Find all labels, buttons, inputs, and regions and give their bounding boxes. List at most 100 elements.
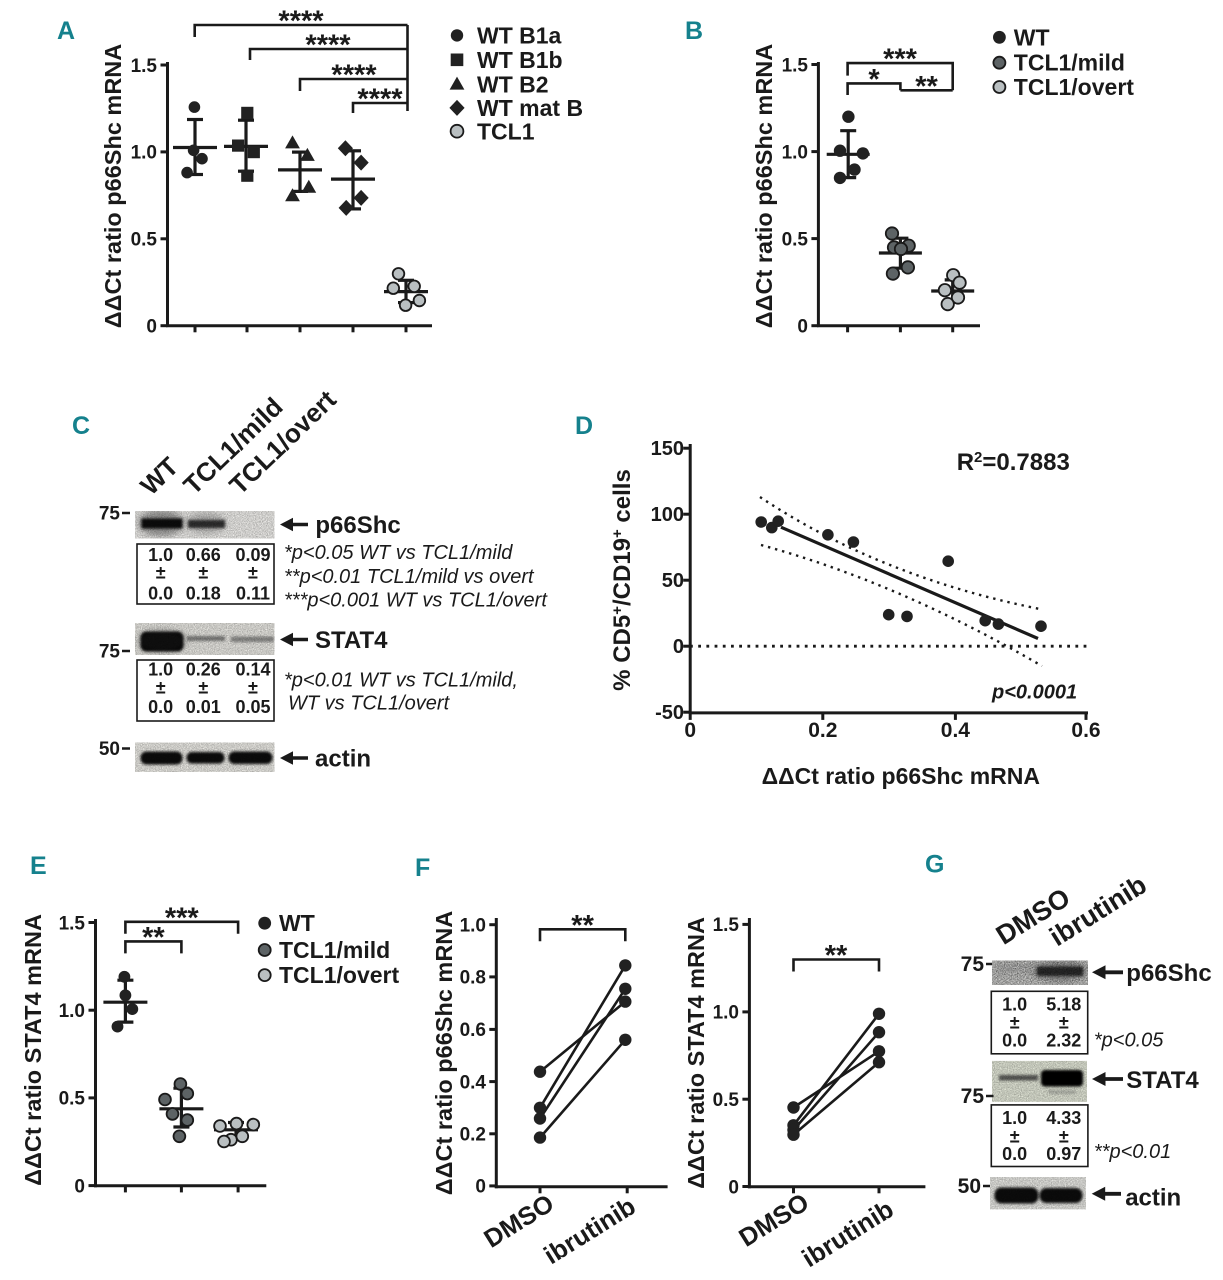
svg-text:75: 75 bbox=[961, 1085, 985, 1108]
svg-text:0.5: 0.5 bbox=[713, 1090, 740, 1111]
svg-text:ΔΔCt ratio p66Shc mRNA: ΔΔCt ratio p66Shc mRNA bbox=[762, 763, 1040, 789]
svg-text:TCL1/overt: TCL1/overt bbox=[279, 962, 399, 988]
svg-text:100: 100 bbox=[651, 504, 684, 526]
svg-text:50: 50 bbox=[99, 739, 120, 760]
svg-text:1.0: 1.0 bbox=[782, 142, 808, 163]
svg-text:% CD5+/CD19+ cells: % CD5+/CD19+ cells bbox=[609, 469, 636, 691]
svg-text:0.0: 0.0 bbox=[1002, 1030, 1027, 1050]
svg-text:0: 0 bbox=[728, 1177, 739, 1198]
svg-text:****: **** bbox=[357, 84, 403, 116]
svg-text:A: A bbox=[57, 17, 75, 45]
svg-text:0.6: 0.6 bbox=[1071, 719, 1100, 742]
svg-text:1.0: 1.0 bbox=[148, 545, 173, 565]
svg-text:0: 0 bbox=[74, 1176, 85, 1197]
svg-text:**: ** bbox=[915, 71, 938, 103]
svg-text:WT mat B: WT mat B bbox=[477, 95, 583, 121]
svg-text:0.0: 0.0 bbox=[148, 584, 173, 604]
svg-text:**p<0.01: **p<0.01 bbox=[1094, 1141, 1171, 1163]
svg-text:0.5: 0.5 bbox=[59, 1089, 86, 1110]
svg-text:WT: WT bbox=[1014, 24, 1050, 50]
svg-text:1.0: 1.0 bbox=[1002, 1108, 1027, 1128]
svg-text:**: ** bbox=[571, 910, 594, 942]
svg-text:±: ± bbox=[198, 678, 208, 698]
svg-text:0: 0 bbox=[797, 317, 808, 338]
svg-text:-50: -50 bbox=[655, 702, 684, 724]
svg-text:D: D bbox=[575, 412, 593, 440]
svg-text:0.66: 0.66 bbox=[186, 545, 221, 565]
svg-text:TCL1: TCL1 bbox=[477, 118, 535, 144]
svg-text:1.5: 1.5 bbox=[59, 913, 86, 934]
svg-text:WT B1a: WT B1a bbox=[477, 23, 562, 49]
svg-text:***: *** bbox=[883, 44, 918, 76]
svg-text:0.26: 0.26 bbox=[186, 660, 221, 680]
svg-text:*p<0.05: *p<0.05 bbox=[1094, 1030, 1164, 1052]
svg-text:0.14: 0.14 bbox=[235, 660, 270, 680]
svg-text:50: 50 bbox=[662, 570, 684, 592]
svg-text:0.05: 0.05 bbox=[235, 697, 270, 717]
svg-text:1.0: 1.0 bbox=[1002, 994, 1027, 1014]
svg-text:actin: actin bbox=[1125, 1185, 1181, 1212]
svg-text:****: **** bbox=[331, 60, 377, 92]
svg-text:**: ** bbox=[142, 922, 165, 954]
svg-text:STAT4: STAT4 bbox=[1126, 1067, 1199, 1094]
svg-text:0.0: 0.0 bbox=[1002, 1144, 1027, 1164]
svg-text:WT: WT bbox=[279, 910, 315, 936]
svg-text:0.8: 0.8 bbox=[460, 968, 486, 989]
svg-text:0.18: 0.18 bbox=[186, 584, 221, 604]
svg-text:B: B bbox=[685, 17, 703, 45]
svg-text:0: 0 bbox=[146, 317, 157, 338]
svg-text:WT vs TCL1/overt: WT vs TCL1/overt bbox=[288, 693, 451, 715]
svg-text:0: 0 bbox=[475, 1177, 486, 1198]
svg-text:****: **** bbox=[278, 6, 324, 38]
svg-text:75: 75 bbox=[99, 642, 121, 663]
svg-text:150: 150 bbox=[651, 438, 684, 460]
svg-text:TCL1/mild: TCL1/mild bbox=[279, 937, 390, 963]
svg-text:4.33: 4.33 bbox=[1046, 1108, 1081, 1128]
svg-text:±: ± bbox=[1059, 1126, 1069, 1146]
svg-text:TCL1/overt: TCL1/overt bbox=[1014, 74, 1134, 100]
svg-text:5.18: 5.18 bbox=[1046, 994, 1081, 1014]
svg-text:p66Shc: p66Shc bbox=[315, 512, 400, 539]
svg-text:R2=0.7883: R2=0.7883 bbox=[957, 449, 1070, 476]
svg-text:*p<0.01 WT vs TCL1/mild,: *p<0.01 WT vs TCL1/mild, bbox=[284, 670, 518, 692]
svg-text:E: E bbox=[30, 852, 47, 880]
svg-text:75: 75 bbox=[961, 953, 985, 976]
svg-text:ΔΔCt ratio STAT4 mRNA: ΔΔCt ratio STAT4 mRNA bbox=[683, 917, 709, 1189]
svg-text:75: 75 bbox=[99, 504, 121, 525]
svg-text:p<0.0001: p<0.0001 bbox=[991, 682, 1077, 704]
svg-text:ΔΔCt ratio p66Shc mRNA: ΔΔCt ratio p66Shc mRNA bbox=[431, 911, 457, 1196]
svg-text:1.5: 1.5 bbox=[782, 55, 809, 76]
svg-text:***: *** bbox=[165, 902, 200, 934]
svg-text:1.5: 1.5 bbox=[713, 915, 740, 936]
svg-text:***p<0.001 WT vs TCL1/overt: ***p<0.001 WT vs TCL1/overt bbox=[284, 590, 548, 612]
svg-text:0: 0 bbox=[684, 719, 696, 742]
svg-text:±: ± bbox=[248, 563, 258, 583]
svg-text:1.0: 1.0 bbox=[713, 1003, 739, 1024]
svg-text:**: ** bbox=[825, 940, 848, 972]
svg-text:0.2: 0.2 bbox=[460, 1125, 486, 1146]
svg-text:TCL1/mild: TCL1/mild bbox=[1014, 50, 1125, 76]
svg-text:1.0: 1.0 bbox=[460, 916, 486, 937]
svg-text:±: ± bbox=[156, 563, 166, 583]
svg-text:1.0: 1.0 bbox=[59, 1001, 85, 1022]
svg-text:ΔΔCt ratio STAT4 mRNA: ΔΔCt ratio STAT4 mRNA bbox=[20, 914, 46, 1186]
svg-text:0.4: 0.4 bbox=[941, 719, 971, 742]
svg-text:0.97: 0.97 bbox=[1046, 1144, 1081, 1164]
svg-text:ΔΔCt ratio p66Shc mRNA: ΔΔCt ratio p66Shc mRNA bbox=[751, 44, 777, 329]
svg-text:0.2: 0.2 bbox=[808, 719, 837, 742]
svg-text:0.5: 0.5 bbox=[782, 229, 809, 250]
svg-text:1.0: 1.0 bbox=[131, 143, 157, 164]
svg-text:±: ± bbox=[156, 678, 166, 698]
svg-text:WT B2: WT B2 bbox=[477, 71, 549, 97]
svg-text:G: G bbox=[925, 851, 944, 879]
svg-text:*: * bbox=[868, 64, 880, 96]
svg-text:0.0: 0.0 bbox=[148, 697, 173, 717]
svg-text:0.6: 0.6 bbox=[460, 1020, 486, 1041]
svg-text:ΔΔCt ratio p66Shc mRNA: ΔΔCt ratio p66Shc mRNA bbox=[100, 44, 126, 329]
svg-text:±: ± bbox=[1059, 1013, 1069, 1033]
svg-text:0.01: 0.01 bbox=[186, 697, 221, 717]
svg-text:0.5: 0.5 bbox=[131, 230, 158, 251]
svg-text:1.5: 1.5 bbox=[131, 56, 158, 77]
svg-text:F: F bbox=[415, 854, 430, 882]
svg-text:C: C bbox=[72, 412, 90, 440]
